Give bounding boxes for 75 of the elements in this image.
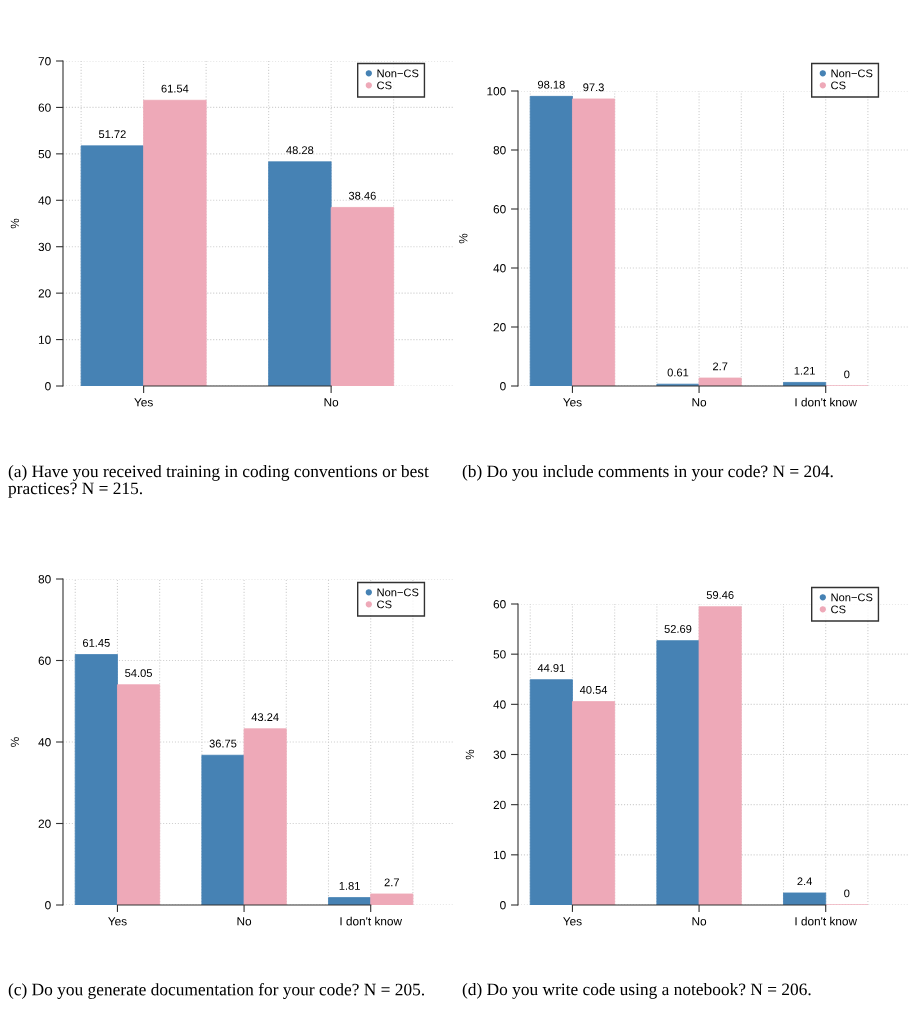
legend-label: CS bbox=[377, 81, 392, 90]
data-label: 0.61 bbox=[667, 368, 689, 377]
x-tick-label: I don't know bbox=[795, 916, 858, 926]
y-tick-label: 100 bbox=[487, 87, 506, 96]
x-tick-label: No bbox=[692, 917, 707, 926]
data-label: 59.46 bbox=[706, 591, 734, 599]
legend-label: Non−CS bbox=[831, 593, 873, 602]
y-tick-label: 60 bbox=[493, 205, 506, 214]
data-label: 54.05 bbox=[125, 669, 152, 677]
x-tick-label: Yes bbox=[134, 398, 153, 407]
y-tick-label: 40 bbox=[38, 738, 51, 747]
data-label: 52.69 bbox=[664, 625, 692, 633]
text: (a) Have you received training in coding conventions or best practices? N = 215. bbox=[8, 465, 429, 498]
y-axis-title: % bbox=[465, 749, 475, 760]
y-tick-label: 20 bbox=[493, 800, 506, 810]
y-tick-label: 80 bbox=[38, 575, 51, 584]
data-label: 61.54 bbox=[161, 84, 189, 93]
data-label: 1.81 bbox=[339, 882, 360, 890]
legend-label: CS bbox=[831, 605, 846, 614]
data-label: 40.54 bbox=[579, 686, 608, 694]
legend-label: Non−CS bbox=[831, 69, 873, 78]
y-tick-label: 60 bbox=[38, 656, 51, 665]
data-label: 98.18 bbox=[537, 80, 565, 89]
y-tick-label: 20 bbox=[38, 289, 51, 298]
data-label: 2.7 bbox=[713, 362, 728, 371]
x-tick-label: Yes bbox=[563, 917, 582, 926]
data-label: 44.91 bbox=[537, 664, 565, 672]
text: (d) Do you write code using a notebook? N = 206. bbox=[462, 983, 811, 999]
y-tick-label: 20 bbox=[493, 323, 506, 332]
y-tick-label: 30 bbox=[38, 242, 51, 252]
y-tick-label: 50 bbox=[38, 149, 51, 159]
text: (c) Do you generate documentation for your code? N = 205. bbox=[8, 983, 425, 999]
data-label: 1.21 bbox=[794, 366, 815, 375]
data-label: 97.3 bbox=[583, 83, 604, 92]
data-label: 2.7 bbox=[384, 878, 399, 887]
data-label: 61.45 bbox=[83, 638, 110, 647]
y-tick-label: 10 bbox=[493, 850, 506, 860]
y-tick-label: 0 bbox=[500, 901, 506, 910]
y-axis-title: % bbox=[10, 218, 20, 229]
legend-label: Non−CS bbox=[377, 69, 419, 78]
x-tick-label: Yes bbox=[563, 398, 582, 407]
y-tick-label: 10 bbox=[38, 335, 51, 344]
y-tick-label: 60 bbox=[38, 103, 51, 112]
text: (b) Do you include comments in your code? N = 204. bbox=[462, 465, 833, 481]
y-tick-label: 40 bbox=[493, 264, 506, 273]
y-tick-label: 0 bbox=[45, 901, 51, 910]
legend-label: Non−CS bbox=[377, 588, 419, 597]
y-tick-label: 30 bbox=[493, 750, 506, 759]
data-label: 0 bbox=[844, 370, 850, 379]
y-tick-label: 0 bbox=[500, 382, 506, 391]
y-tick-label: 40 bbox=[38, 196, 51, 205]
x-tick-label: No bbox=[237, 917, 252, 926]
y-axis-title: % bbox=[10, 737, 20, 747]
data-label: 2.4 bbox=[797, 877, 812, 886]
x-tick-label: No bbox=[692, 398, 707, 407]
data-label: 43.24 bbox=[251, 713, 279, 722]
data-label: 38.46 bbox=[348, 191, 376, 200]
y-tick-label: 70 bbox=[38, 57, 51, 66]
y-tick-label: 20 bbox=[38, 819, 51, 828]
legend-label: CS bbox=[377, 600, 392, 609]
y-tick-label: 50 bbox=[493, 650, 506, 659]
x-tick-label: I don't know bbox=[340, 916, 403, 926]
legend-label: CS bbox=[831, 81, 846, 90]
data-label: 0 bbox=[844, 889, 850, 898]
data-label: 36.75 bbox=[209, 739, 237, 748]
y-tick-label: 0 bbox=[45, 382, 51, 391]
y-tick-label: 60 bbox=[493, 600, 506, 609]
data-label: 51.72 bbox=[98, 130, 126, 139]
x-tick-label: No bbox=[324, 398, 339, 407]
data-label: 48.28 bbox=[286, 146, 314, 155]
y-tick-label: 40 bbox=[493, 700, 506, 709]
y-tick-label: 80 bbox=[493, 146, 506, 155]
y-axis-title: % bbox=[459, 233, 468, 244]
x-tick-label: Yes bbox=[108, 917, 127, 926]
x-tick-label: I don't know bbox=[795, 397, 858, 407]
